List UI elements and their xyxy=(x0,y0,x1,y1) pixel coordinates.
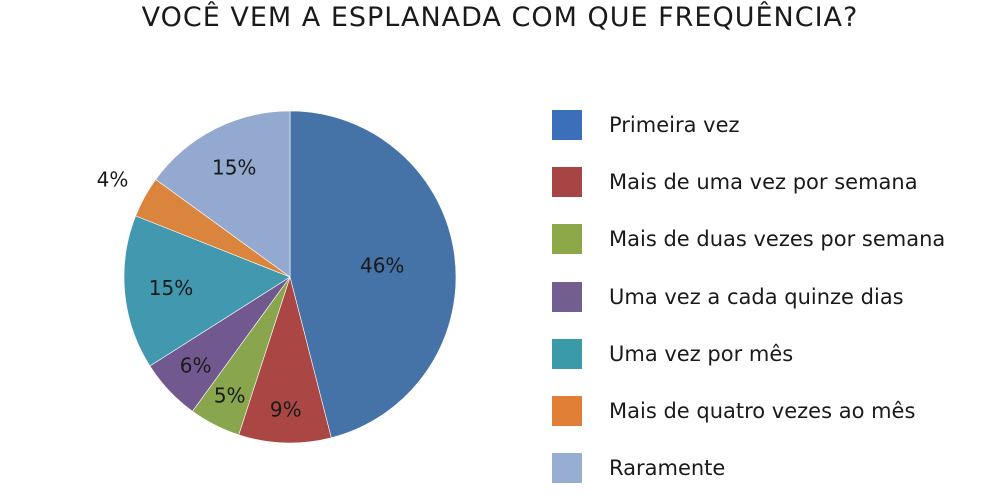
legend-swatch xyxy=(552,109,582,140)
legend-label: Uma vez por mês xyxy=(609,341,794,366)
chart-title: VOCÊ VEM A ESPLANADA COM QUE FREQUÊNCIA? xyxy=(141,2,859,33)
slice-label: 5% xyxy=(214,383,246,407)
legend-swatch xyxy=(552,166,582,197)
pie-slice xyxy=(155,110,291,278)
chart-legend: Primeira vez Mais de uma vez por semana Ma… xyxy=(552,96,945,497)
legend-swatch xyxy=(552,396,582,427)
legend-label: Mais de quatro vezes ao mês xyxy=(609,399,916,424)
legend-item: Mais de quatro vezes ao mês xyxy=(552,382,945,439)
legend-swatch xyxy=(552,224,582,255)
slice-label: 9% xyxy=(270,398,302,422)
legend-item: Uma vez a cada quinze dias xyxy=(552,268,945,325)
legend-swatch xyxy=(552,338,582,369)
legend-label: Raramente xyxy=(609,456,726,481)
legend-item: Raramente xyxy=(552,440,945,497)
slice-label: 15% xyxy=(212,156,256,180)
legend-label: Mais de duas vezes por semana xyxy=(609,227,946,252)
legend-swatch xyxy=(552,281,582,312)
legend-label: Mais de uma vez por semana xyxy=(609,169,918,194)
slice-label: 4% xyxy=(97,167,129,191)
legend-label: Primeira vez xyxy=(609,112,740,137)
pie-slice xyxy=(238,275,332,444)
slice-label: 6% xyxy=(180,354,212,378)
slice-label: 46% xyxy=(360,253,404,277)
legend-item: Mais de uma vez por semana xyxy=(552,153,945,210)
legend-swatch xyxy=(552,453,582,484)
pie-chart: 46% 9% 5%6% 15% 4% 15% xyxy=(97,110,457,444)
legend-label: Uma vez a cada quinze dias xyxy=(609,284,904,309)
legend-item: Primeira vez xyxy=(552,96,945,153)
pie-slice xyxy=(123,215,291,367)
legend-item: Mais de duas vezes por semana xyxy=(552,211,945,268)
slice-label: 15% xyxy=(149,276,193,300)
legend-item: Uma vez por mês xyxy=(552,325,945,382)
pie-slice xyxy=(289,110,457,439)
